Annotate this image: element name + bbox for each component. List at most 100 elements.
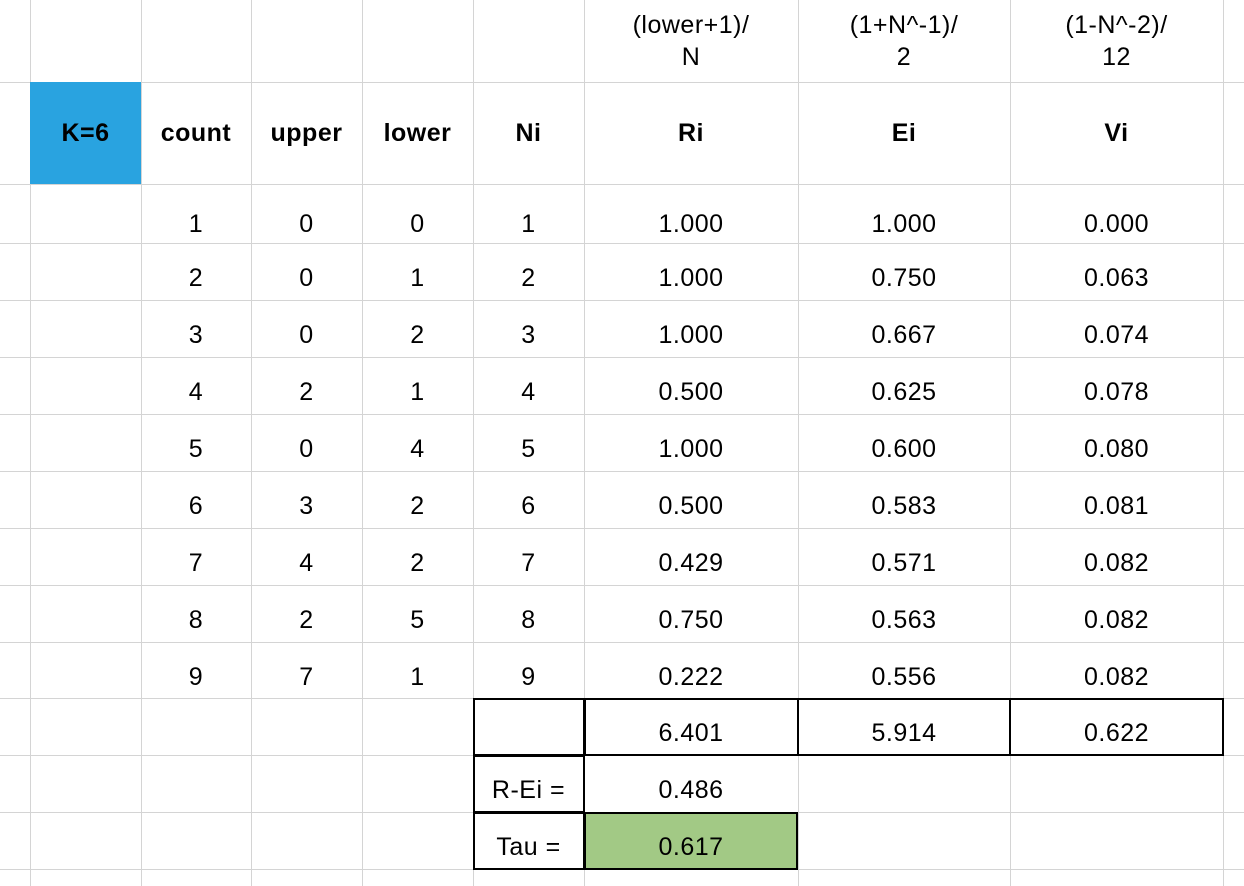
cell-upper[interactable]: 0 [299, 321, 314, 350]
gridline-h [0, 300, 1244, 301]
gridline-h [0, 414, 1244, 415]
formula-ri[interactable]: (lower+1)/ N [584, 0, 798, 82]
gridline-v [584, 0, 585, 886]
cell-ei[interactable]: 0.563 [871, 606, 937, 635]
cell-lower[interactable]: 2 [410, 549, 425, 578]
cell-upper[interactable]: 0 [299, 264, 314, 293]
cell-ri[interactable]: 1.000 [658, 210, 724, 239]
cell-ei[interactable]: 0.750 [871, 264, 937, 293]
cell-count[interactable]: 6 [188, 492, 204, 521]
cell-ni[interactable]: 6 [521, 492, 536, 521]
cell-vi[interactable]: 0.082 [1083, 606, 1150, 635]
cell-lower[interactable]: 0 [410, 210, 425, 239]
gridline-h [0, 82, 1244, 83]
cell-count[interactable]: 4 [188, 378, 204, 407]
cell-ri[interactable]: 0.222 [658, 662, 724, 691]
gridline-v [362, 0, 363, 886]
cell-ri[interactable]: 1.000 [658, 264, 724, 293]
cell-ri[interactable]: 0.750 [658, 606, 724, 635]
cell-count[interactable]: 8 [188, 606, 204, 635]
formula-ei-line2: 2 [896, 43, 912, 71]
cell-ei[interactable]: 0.583 [871, 492, 937, 521]
cell-upper[interactable]: 3 [299, 492, 314, 521]
cell-vi[interactable]: 0.074 [1083, 321, 1150, 350]
header-ri[interactable]: Ri [678, 118, 704, 147]
cell-ri[interactable]: 0.500 [658, 378, 724, 407]
cell-upper[interactable]: 0 [299, 210, 314, 239]
cell-vi[interactable]: 0.000 [1083, 210, 1150, 239]
gridline-v [1223, 0, 1224, 886]
formula-ei[interactable]: (1+N^-1)/ 2 [798, 0, 1010, 82]
gridline-h [0, 357, 1244, 358]
cell-upper[interactable]: 4 [299, 549, 314, 578]
total-ri[interactable]: 6.401 [658, 719, 724, 748]
cell-ni[interactable]: 4 [521, 378, 536, 407]
cell-ni[interactable]: 5 [521, 435, 536, 464]
r-ei-value[interactable]: 0.486 [658, 776, 724, 805]
header-vi[interactable]: Vi [1104, 118, 1129, 147]
cell-upper[interactable]: 2 [299, 606, 314, 635]
cell-ei[interactable]: 0.571 [871, 549, 937, 578]
cell-ri[interactable]: 0.429 [658, 549, 724, 578]
cell-vi[interactable]: 0.082 [1083, 662, 1150, 691]
cell-lower[interactable]: 1 [410, 378, 425, 407]
cell-upper[interactable]: 2 [299, 378, 314, 407]
cell-ni[interactable]: 8 [521, 606, 536, 635]
cell-ri[interactable]: 0.500 [658, 492, 724, 521]
formula-ri-line1: (lower+1)/ [632, 10, 750, 39]
cell-count[interactable]: 2 [188, 264, 204, 293]
cell-ni[interactable]: 7 [521, 549, 536, 578]
formula-ei-line1: (1+N^-1)/ [849, 10, 959, 39]
k-cell[interactable]: K=6 [30, 82, 141, 184]
header-ni[interactable]: Ni [515, 118, 542, 147]
header-ei[interactable]: Ei [891, 118, 917, 147]
cell-ni[interactable]: 2 [521, 264, 536, 293]
gridline-h [0, 471, 1244, 472]
cell-vi[interactable]: 0.081 [1083, 492, 1150, 521]
cell-ei[interactable]: 0.667 [871, 321, 937, 350]
r-ei-label[interactable]: R-Ei = [491, 776, 566, 805]
cell-vi[interactable]: 0.080 [1083, 435, 1150, 464]
gridline-h [0, 184, 1244, 185]
gridline-v [141, 0, 142, 886]
cell-lower[interactable]: 5 [410, 606, 425, 635]
cell-upper[interactable]: 0 [299, 435, 314, 464]
cell-count[interactable]: 3 [188, 321, 204, 350]
cell-vi[interactable]: 0.063 [1083, 264, 1150, 293]
cell-lower[interactable]: 1 [410, 662, 425, 691]
cell-ri[interactable]: 1.000 [658, 321, 724, 350]
gridline-v [798, 0, 799, 886]
header-upper[interactable]: upper [270, 118, 343, 147]
total-ei[interactable]: 5.914 [871, 719, 937, 748]
total-vi[interactable]: 0.622 [1083, 719, 1150, 748]
formula-vi-line1: (1-N^-2)/ [1065, 10, 1168, 39]
tau-value[interactable]: 0.617 [658, 833, 724, 862]
cell-vi[interactable]: 0.078 [1083, 378, 1150, 407]
cell-count[interactable]: 7 [188, 549, 204, 578]
cell-lower[interactable]: 1 [410, 264, 425, 293]
formula-vi[interactable]: (1-N^-2)/ 12 [1010, 0, 1223, 82]
cell-ei[interactable]: 0.625 [871, 378, 937, 407]
gridline-v [473, 0, 474, 886]
cell-ri[interactable]: 1.000 [658, 435, 724, 464]
cell-vi[interactable]: 0.082 [1083, 549, 1150, 578]
cell-count[interactable]: 9 [188, 662, 204, 691]
header-count[interactable]: count [160, 118, 232, 147]
cell-ei[interactable]: 1.000 [871, 210, 937, 239]
cell-lower[interactable]: 2 [410, 321, 425, 350]
header-lower[interactable]: lower [383, 118, 452, 147]
cell-ni[interactable]: 9 [521, 662, 536, 691]
cell-ni[interactable]: 1 [521, 210, 536, 239]
cell-count[interactable]: 5 [188, 435, 204, 464]
cell-lower[interactable]: 4 [410, 435, 425, 464]
cell-ei[interactable]: 0.556 [871, 662, 937, 691]
totals-ni-box [473, 698, 585, 756]
formula-vi-line2: 12 [1102, 43, 1131, 71]
cell-count[interactable]: 1 [188, 210, 204, 239]
cell-lower[interactable]: 2 [410, 492, 425, 521]
cell-ei[interactable]: 0.600 [871, 435, 937, 464]
cell-ni[interactable]: 3 [521, 321, 536, 350]
tau-label[interactable]: Tau = [496, 833, 561, 862]
cell-upper[interactable]: 7 [299, 662, 314, 691]
